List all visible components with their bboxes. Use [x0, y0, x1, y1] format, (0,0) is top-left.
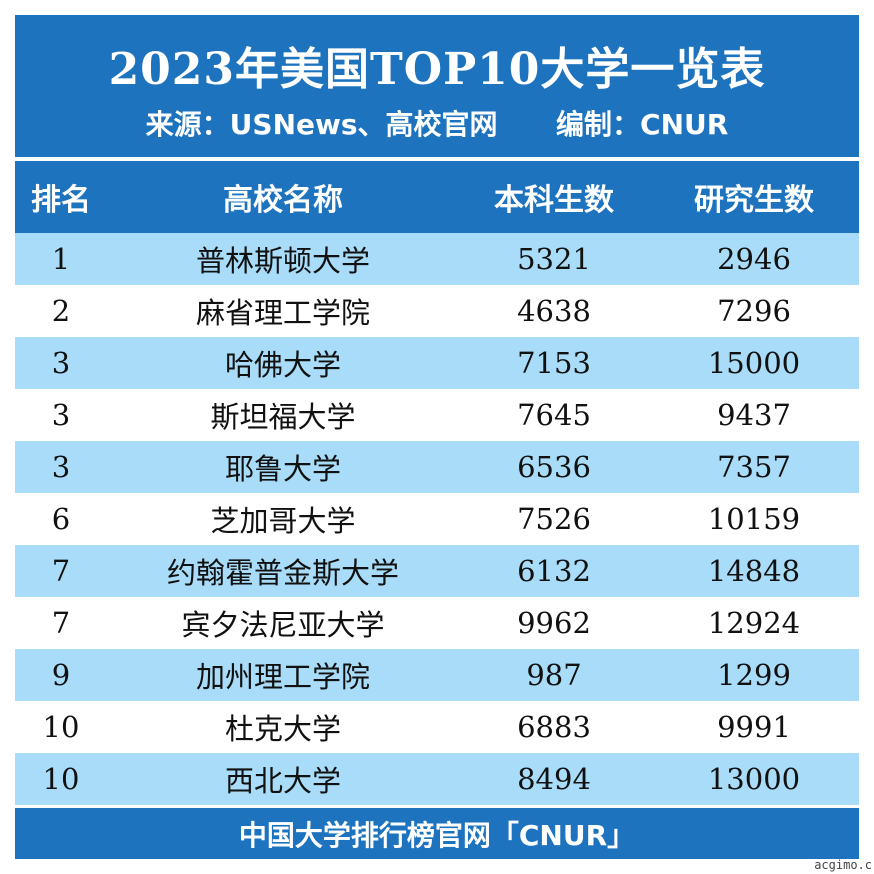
table-row: 7 约翰霍普金斯大学 6132 14848	[15, 545, 859, 597]
table-row: 10 西北大学 8494 13000	[15, 753, 859, 805]
undergrad-count-cell: 5321	[517, 242, 591, 276]
rank-cell: 7	[51, 554, 71, 588]
undergrad-count-cell: 7153	[517, 346, 591, 380]
rank-cell: 2	[51, 294, 71, 328]
column-header-row: 排名 高校名称 本科生数 研究生数	[15, 161, 859, 233]
university-name-cell: 普林斯顿大学	[195, 244, 370, 278]
table-row: 3 斯坦福大学 7645 9437	[15, 389, 859, 441]
table-row: 9 加州理工学院 987 1299	[15, 649, 859, 701]
grad-count-cell: 2946	[717, 242, 791, 276]
watermark-text: acgimo.c	[814, 858, 872, 872]
column-header-undergrad: 本科生数	[494, 183, 614, 218]
table-row: 7 宾夕法尼亚大学 9962 12924	[15, 597, 859, 649]
table-row: 1 普林斯顿大学 5321 2946	[15, 233, 859, 285]
university-name-cell: 哈佛大学	[224, 348, 341, 382]
grad-count-cell: 1299	[717, 658, 791, 692]
undergrad-count-cell: 7526	[517, 502, 591, 536]
university-name-cell: 加州理工学院	[195, 660, 370, 694]
university-name-cell: 斯坦福大学	[210, 400, 356, 434]
grad-count-cell: 14848	[707, 554, 801, 588]
column-header-grad: 研究生数	[694, 183, 814, 218]
university-name-cell: 杜克大学	[224, 712, 341, 746]
university-name-cell: 约翰霍普金斯大学	[166, 556, 399, 590]
rank-cell: 10	[42, 710, 80, 744]
table-body: 1 普林斯顿大学 5321 2946 2 麻省理工学院 4638 7296 3 哈佛大学 7153 1…	[15, 233, 859, 805]
table-card: 2023年美国TOP10大学一览表 来源：USNews、高校官网 编制：CNUR…	[15, 15, 859, 859]
undergrad-count-cell: 987	[526, 658, 582, 692]
rank-cell: 10	[42, 762, 80, 796]
table-row: 3 哈佛大学 7153 15000	[15, 337, 859, 389]
university-name-cell: 耶鲁大学	[224, 452, 341, 486]
university-name-cell: 西北大学	[224, 764, 341, 798]
column-header-name: 高校名称	[223, 183, 343, 218]
rank-cell: 9	[51, 658, 71, 692]
undergrad-count-cell: 9962	[517, 606, 591, 640]
rank-cell: 3	[51, 398, 71, 432]
university-name-cell: 芝加哥大学	[210, 504, 356, 538]
rank-cell: 7	[51, 606, 71, 640]
undergrad-count-cell: 4638	[517, 294, 591, 328]
undergrad-count-cell: 6132	[517, 554, 591, 588]
grad-count-cell: 15000	[707, 346, 801, 380]
undergrad-count-cell: 6883	[517, 710, 591, 744]
undergrad-count-cell: 8494	[517, 762, 591, 796]
grad-count-cell: 9991	[717, 710, 791, 744]
university-name-cell: 宾夕法尼亚大学	[181, 608, 385, 642]
column-header-rank: 排名	[31, 183, 91, 218]
rank-cell: 3	[51, 450, 71, 484]
undergrad-count-cell: 7645	[517, 398, 591, 432]
table-row: 2 麻省理工学院 4638 7296	[15, 285, 859, 337]
table-row: 3 耶鲁大学 6536 7357	[15, 441, 859, 493]
table-header: 2023年美国TOP10大学一览表 来源：USNews、高校官网 编制：CNUR	[15, 15, 859, 157]
table-row: 10 杜克大学 6883 9991	[15, 701, 859, 753]
table-row: 6 芝加哥大学 7526 10159	[15, 493, 859, 545]
grad-count-cell: 13000	[707, 762, 801, 796]
page-title: 2023年美国TOP10大学一览表	[108, 44, 766, 95]
rank-cell: 6	[51, 502, 71, 536]
source-subtitle: 来源：USNews、高校官网 编制：CNUR	[145, 108, 729, 141]
grad-count-cell: 9437	[717, 398, 791, 432]
grad-count-cell: 10159	[707, 502, 801, 536]
undergrad-count-cell: 6536	[517, 450, 591, 484]
grad-count-cell: 7357	[717, 450, 791, 484]
grad-count-cell: 7296	[717, 294, 791, 328]
rank-cell: 3	[51, 346, 71, 380]
university-name-cell: 麻省理工学院	[195, 296, 370, 330]
footer-banner: 中国大学排行榜官网「CNUR」	[15, 808, 859, 859]
rank-cell: 1	[51, 242, 71, 276]
grad-count-cell: 12924	[707, 606, 801, 640]
